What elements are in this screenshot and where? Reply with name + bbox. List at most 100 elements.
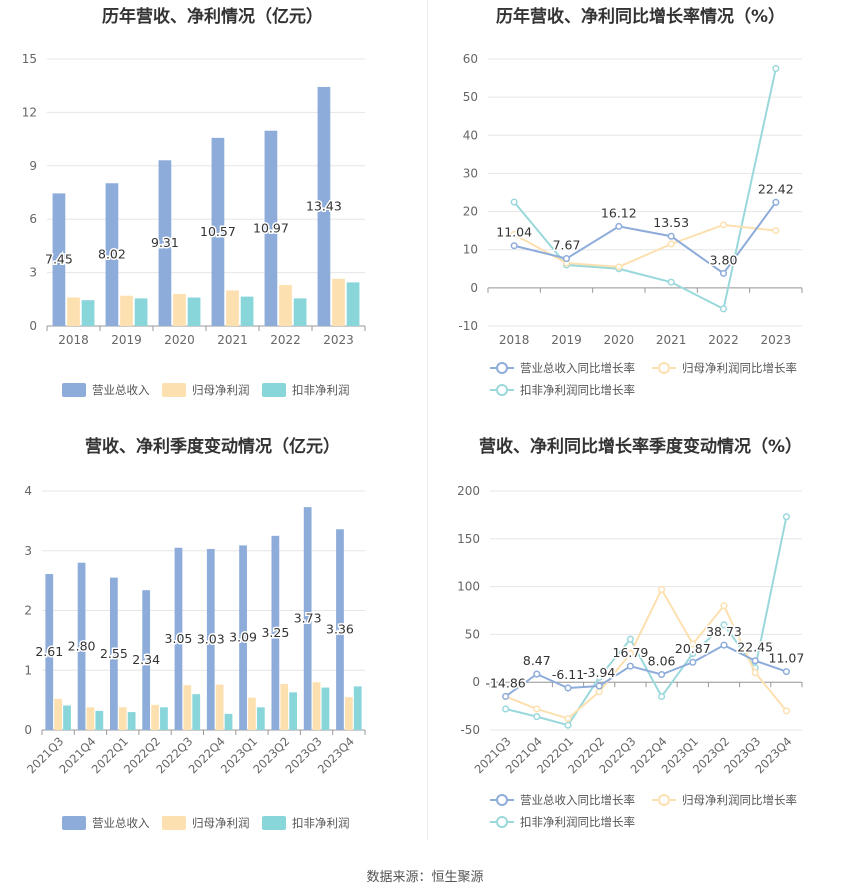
- legend-label: 归母净利润同比增长率: [682, 361, 797, 375]
- y-tick-label: 0: [472, 675, 480, 689]
- bar: [95, 710, 104, 730]
- y-tick-label: 6: [29, 212, 37, 226]
- data-point: [595, 688, 603, 696]
- data-label: -6.11: [552, 667, 584, 682]
- x-tick-label: 2022: [270, 333, 301, 347]
- series-line: [513, 201, 777, 275]
- data-point: [689, 640, 697, 648]
- y-tick-label: 40: [463, 128, 478, 142]
- data-point: [782, 513, 790, 521]
- annual-bar-chart: 0 3 6 9 12 15 2018 2019 2020 2021 2022 2023 7.45 8.02…: [22, 52, 366, 397]
- legend-marker: [496, 362, 508, 374]
- bar: [134, 298, 148, 326]
- panel-quarterly-growth: 营收、净利同比增长率季度变动情况（%） -50 0 50 100 150 200 2021Q…: [428, 430, 850, 860]
- legend-label: 扣非净利润: [292, 383, 350, 397]
- data-point: [658, 692, 666, 701]
- data-point: [626, 662, 634, 670]
- series-line: [505, 516, 788, 727]
- data-label: 16.79: [613, 645, 649, 660]
- data-point: [658, 670, 666, 679]
- data-point: [667, 278, 675, 286]
- data-point: [615, 222, 623, 230]
- series-line: [505, 644, 787, 698]
- data-label: 3.36: [326, 622, 354, 637]
- bar: [183, 685, 192, 730]
- legend-label: 扣非净利润同比增长率: [520, 815, 635, 829]
- data-point: [720, 602, 728, 610]
- bar: [206, 548, 215, 730]
- y-tick-label: 4: [24, 484, 32, 498]
- data-point: [719, 221, 728, 229]
- bar: [226, 290, 239, 326]
- bar: [239, 545, 247, 730]
- data-label: 20.87: [675, 641, 711, 656]
- data-label: 22.42: [758, 181, 794, 196]
- data-point: [533, 705, 541, 713]
- data-point: [533, 670, 541, 678]
- data-point: [510, 242, 518, 250]
- bar: [317, 86, 331, 326]
- bar: [280, 683, 289, 730]
- bar: [187, 297, 201, 326]
- legend-swatch: [62, 816, 86, 830]
- data-label: 3.73: [294, 611, 322, 626]
- y-tick-label: 60: [463, 52, 478, 66]
- data-label: 13.43: [306, 198, 342, 213]
- data-point: [667, 232, 675, 240]
- bar: [67, 297, 80, 326]
- y-tick-label: 200: [457, 484, 480, 498]
- legend-label: 归母净利润: [192, 816, 250, 830]
- data-label: 38.73: [706, 624, 742, 639]
- data-point: [689, 649, 697, 658]
- bar: [353, 686, 362, 730]
- data-point: [510, 230, 518, 239]
- data-label: 2.61: [35, 644, 63, 659]
- data-point: [502, 705, 510, 713]
- y-tick-label: 150: [457, 532, 480, 546]
- data-point: [667, 240, 675, 248]
- legend-label: 营业总收入同比增长率: [520, 793, 635, 807]
- bar: [77, 562, 86, 730]
- bar: [346, 282, 360, 326]
- legend-swatch: [162, 383, 186, 397]
- bar: [293, 298, 307, 326]
- y-tick-label: 12: [22, 105, 37, 119]
- data-label: 9.31: [151, 235, 179, 250]
- panel-annual-bar: 历年营收、净利情况（亿元） 0 3 6 9 12 15 2018 2019 2020 2021 20…: [0, 0, 425, 430]
- data-label: 22.45: [737, 640, 773, 655]
- data-label: 7.45: [45, 252, 73, 267]
- bar: [279, 285, 292, 326]
- bar: [224, 713, 233, 730]
- legend-marker: [496, 794, 508, 806]
- y-tick-label: 0: [29, 319, 37, 333]
- y-tick-label: 1: [24, 663, 32, 677]
- data-point: [751, 669, 759, 677]
- data-label: -3.94: [583, 665, 615, 680]
- data-point: [502, 692, 510, 700]
- x-tick-label: 2018: [499, 333, 530, 347]
- data-point: [658, 585, 666, 594]
- data-point: [564, 714, 572, 723]
- data-point: [772, 227, 780, 235]
- data-point: [564, 721, 572, 729]
- data-label: 10.97: [253, 220, 289, 235]
- panel-annual-growth: 历年营收、净利同比增长率情况（%） -10 0 10 20 30 40 50 60 2018 20…: [428, 0, 850, 430]
- legend-marker: [658, 362, 670, 374]
- data-point: [595, 682, 603, 690]
- chart-title: 历年营收、净利情况（亿元）: [102, 7, 323, 27]
- y-tick-label: 50: [463, 90, 478, 104]
- data-label: 13.53: [653, 215, 689, 230]
- data-point: [772, 64, 780, 73]
- x-tick-label: 2021: [656, 333, 687, 347]
- bar: [54, 698, 63, 730]
- panel-quarterly-bar: 营收、净利季度变动情况（亿元） 0 1 2 3 4 2021Q3 2021Q4 2022Q1 2…: [0, 430, 425, 860]
- bar: [303, 507, 312, 730]
- bar: [264, 130, 278, 326]
- data-point: [782, 668, 790, 676]
- data-label: -14.86: [485, 675, 525, 690]
- bar: [211, 137, 225, 326]
- series-line: [505, 587, 788, 720]
- bar: [63, 705, 71, 730]
- data-point: [533, 713, 541, 721]
- bar: [289, 692, 298, 730]
